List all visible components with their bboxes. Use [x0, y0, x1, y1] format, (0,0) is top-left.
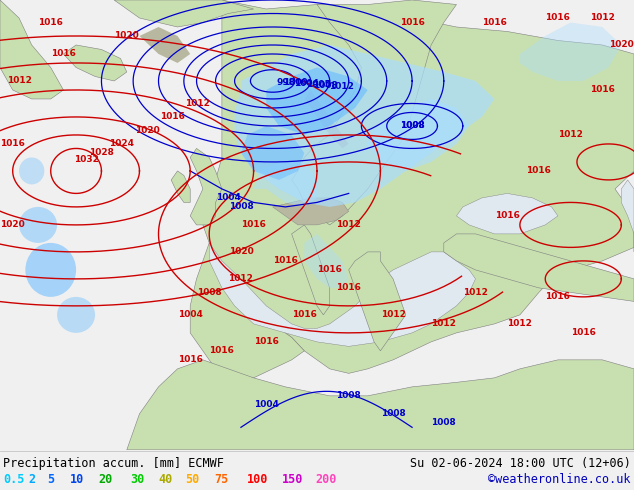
Text: 1008: 1008 [399, 122, 425, 130]
Text: 1016: 1016 [545, 14, 571, 23]
Text: 1004: 1004 [254, 400, 279, 409]
Text: 0.5: 0.5 [3, 473, 25, 486]
Text: 1016: 1016 [273, 256, 298, 266]
Text: 1000: 1000 [283, 78, 307, 87]
Text: 30: 30 [130, 473, 144, 486]
Polygon shape [254, 162, 317, 207]
Polygon shape [114, 0, 254, 27]
Text: 1008: 1008 [228, 202, 254, 211]
Ellipse shape [19, 157, 44, 184]
Polygon shape [520, 23, 621, 81]
Text: 1005: 1005 [306, 80, 331, 89]
Polygon shape [190, 148, 222, 225]
Polygon shape [63, 45, 127, 81]
Text: 1016: 1016 [336, 283, 361, 293]
Ellipse shape [19, 207, 57, 243]
Text: 1016: 1016 [571, 328, 596, 338]
Text: 1012: 1012 [590, 14, 615, 23]
Polygon shape [621, 180, 634, 252]
Text: 1016: 1016 [482, 18, 507, 27]
Text: 1020: 1020 [228, 247, 254, 256]
Text: 40: 40 [158, 473, 172, 486]
Text: 50: 50 [185, 473, 199, 486]
Text: 1016: 1016 [254, 337, 279, 346]
Text: 1032: 1032 [74, 155, 99, 164]
Text: ©weatheronline.co.uk: ©weatheronline.co.uk [488, 473, 631, 486]
Text: 1016: 1016 [160, 112, 185, 122]
Text: 1012: 1012 [185, 99, 210, 108]
Text: 1016: 1016 [526, 167, 552, 175]
Text: 1016: 1016 [545, 293, 571, 301]
Polygon shape [209, 243, 476, 346]
Text: 998: 998 [276, 77, 295, 87]
Text: 1004: 1004 [216, 194, 241, 202]
Polygon shape [203, 0, 634, 373]
Text: 1020: 1020 [134, 126, 160, 135]
Text: 1004: 1004 [294, 79, 320, 88]
Text: 1016: 1016 [209, 346, 235, 355]
Text: 1028: 1028 [89, 148, 114, 157]
Text: 1012: 1012 [558, 130, 583, 140]
Polygon shape [292, 225, 330, 315]
Text: 1020: 1020 [114, 31, 139, 41]
Text: 1016: 1016 [399, 18, 425, 27]
Text: 1016: 1016 [38, 18, 63, 27]
Text: 1008: 1008 [399, 122, 425, 130]
Text: 1012: 1012 [380, 310, 406, 319]
Text: 1012: 1012 [228, 274, 254, 283]
Polygon shape [349, 252, 406, 351]
Ellipse shape [57, 297, 95, 333]
Text: 1016: 1016 [178, 355, 203, 365]
Text: 1012: 1012 [336, 220, 361, 229]
Text: 1020: 1020 [0, 220, 25, 229]
Polygon shape [368, 99, 469, 171]
Text: 1016: 1016 [495, 211, 520, 220]
Text: 1012: 1012 [6, 76, 32, 85]
Text: 1024: 1024 [109, 140, 134, 148]
Polygon shape [304, 234, 349, 288]
Polygon shape [0, 0, 63, 99]
Text: 2: 2 [29, 473, 36, 486]
Text: 1016: 1016 [590, 85, 615, 95]
Text: 1016: 1016 [241, 220, 266, 229]
Text: 100: 100 [247, 473, 269, 486]
Text: 1012: 1012 [507, 319, 533, 328]
Polygon shape [266, 68, 368, 135]
Text: 1008: 1008 [336, 392, 361, 400]
Text: 10: 10 [70, 473, 84, 486]
Polygon shape [127, 360, 634, 450]
Text: 1012: 1012 [463, 288, 488, 297]
Text: 5: 5 [48, 473, 55, 486]
Polygon shape [304, 90, 349, 148]
Text: 75: 75 [214, 473, 228, 486]
Text: 1012: 1012 [431, 319, 456, 328]
Text: 1016: 1016 [292, 310, 317, 319]
Polygon shape [444, 234, 634, 301]
Text: 1016: 1016 [0, 140, 25, 148]
Polygon shape [241, 126, 304, 180]
Polygon shape [273, 198, 349, 225]
Text: Su 02-06-2024 18:00 UTC (12+06): Su 02-06-2024 18:00 UTC (12+06) [410, 457, 631, 470]
Text: 1004: 1004 [178, 310, 203, 319]
Polygon shape [190, 243, 304, 378]
Polygon shape [456, 194, 558, 234]
Text: 1016: 1016 [51, 49, 76, 58]
Text: 150: 150 [281, 473, 303, 486]
Text: 1016: 1016 [317, 266, 342, 274]
Polygon shape [139, 27, 190, 63]
Text: Precipitation accum. [mm] ECMWF: Precipitation accum. [mm] ECMWF [3, 457, 224, 470]
Text: 1008: 1008 [431, 418, 456, 427]
Text: 200: 200 [316, 473, 337, 486]
Ellipse shape [25, 243, 76, 297]
Polygon shape [235, 45, 495, 207]
Text: 20: 20 [98, 473, 112, 486]
Text: 1008: 1008 [380, 409, 406, 418]
Text: 1008: 1008 [197, 288, 222, 297]
Text: 1008: 1008 [313, 81, 339, 90]
Text: 1012: 1012 [328, 82, 354, 91]
Polygon shape [171, 171, 190, 202]
Polygon shape [292, 0, 456, 225]
Text: 1020: 1020 [609, 41, 634, 49]
